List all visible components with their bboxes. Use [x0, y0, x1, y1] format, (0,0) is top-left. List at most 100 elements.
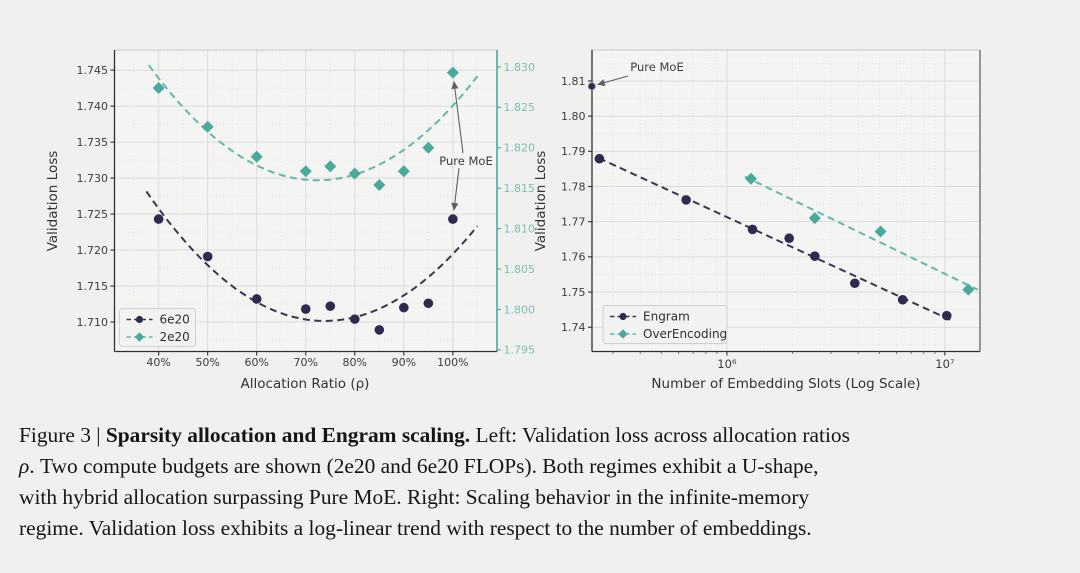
point-6e20: [374, 325, 385, 335]
point-2e20: [324, 160, 337, 173]
left-chart: 40% 50% 60% 70% 80% 90% 100% 1.710 1.715 1.720 1.7…: [77, 49, 536, 369]
caption-text-segment: with hybrid allocation surpassing Pure M…: [19, 485, 810, 509]
point-2e20: [152, 81, 165, 94]
x-tick-label: 40%: [146, 356, 170, 369]
legend-label: Engram: [643, 310, 690, 324]
caption-text-segment: ρ: [19, 454, 30, 478]
caption-line-3: with hybrid allocation surpassing Pure M…: [19, 482, 1064, 513]
point-6e20: [423, 298, 434, 309]
y-tick-label: 1.80: [561, 110, 586, 123]
right-chart: 10⁶ 10⁷ 1.74 1.75 1.76 1.77 1.78 1.79 1.80 1.81 En…: [561, 49, 981, 371]
y-tick-label-right: 1.800: [504, 303, 536, 316]
y-tick-label-right: 1.825: [504, 101, 536, 114]
caption-line-2: ρ. Two compute budgets are shown (2e20 a…: [19, 451, 1064, 482]
x-tick-label: 100%: [437, 356, 468, 369]
point-2e20: [397, 165, 410, 178]
annotation-arrow: [451, 167, 460, 211]
fit-line-OverEncoding: [744, 175, 979, 291]
x-tick-label: 10⁶: [717, 357, 737, 371]
figure-charts: 40% 50% 60% 70% 80% 90% 100% 1.710 1.715 1.720 1.7…: [45, 49, 981, 392]
y-tick-label-right: 1.805: [504, 263, 536, 276]
right-chart-x-axis-label: Number of Embedding Slots (Log Scale): [651, 376, 920, 392]
point-OverEncoding: [874, 225, 887, 238]
legend-label: 2e20: [160, 330, 190, 344]
point-6e20: [202, 251, 213, 262]
point-2e20: [250, 150, 263, 163]
y-tick-label-right: 1.795: [504, 344, 536, 357]
point-6e20: [399, 302, 409, 313]
right-chart-y-axis-label: Validation Loss: [533, 151, 549, 252]
y-tick-label-left: 1.745: [77, 64, 109, 77]
legend-marker-Engram: [619, 312, 627, 321]
legend-marker-2e20: [134, 332, 145, 342]
series-OverEncoding: [744, 172, 979, 296]
caption-text-segment: regime. Validation loss exhibits a log-l…: [19, 516, 812, 540]
y-tick-label-left: 1.720: [77, 244, 109, 257]
y-tick-label: 1.77: [561, 215, 586, 228]
caption-text-segment: Sparsity allocation and Engram scaling.: [105, 423, 471, 447]
y-tick-label: 1.74: [561, 321, 586, 334]
point-OverEncoding: [808, 212, 821, 225]
point-Engram: [594, 153, 605, 164]
point-2e20: [201, 120, 214, 133]
x-tick-label: 50%: [195, 356, 219, 369]
left-chart-x-axis-label: Allocation Ratio (ρ): [241, 376, 370, 392]
point-2e20: [299, 165, 312, 178]
legend-label: OverEncoding: [643, 327, 727, 341]
annotation-pure-moe: Pure MoE: [439, 81, 493, 211]
caption-text-segment: Left: Validation loss across allocation …: [470, 423, 850, 447]
x-tick-label: 10⁷: [935, 357, 955, 371]
point-6e20: [448, 214, 458, 224]
grid: [114, 50, 497, 352]
grid: [592, 50, 980, 352]
point-6e20: [300, 304, 311, 314]
x-tick-label: 60%: [244, 356, 268, 369]
plot-area: [592, 50, 980, 352]
caption-text-segment: Figure 3 |: [19, 423, 106, 447]
y-tick-label-right: 1.815: [504, 182, 536, 195]
axes: 10⁶ 10⁷ 1.74 1.75 1.76 1.77 1.78 1.79 1.80 1.81: [561, 75, 955, 371]
pure-moe-point: [587, 82, 596, 91]
series-2e20: [147, 64, 479, 191]
annotation-arrow: [597, 75, 629, 87]
fit-line-Engram: [598, 157, 952, 322]
series-6e20: [145, 190, 479, 335]
caption-line-1: Figure 3 | Sparsity allocation and Engra…: [19, 420, 1064, 451]
y-tick-label: 1.79: [561, 145, 586, 158]
annotation-pure-moe: Pure MoE: [597, 60, 684, 87]
y-tick-label-left: 1.740: [77, 100, 109, 113]
point-Engram: [681, 195, 691, 205]
caption-line-4: regime. Validation loss exhibits a log-l…: [19, 513, 1064, 544]
annotation-text: Pure MoE: [630, 60, 683, 74]
y-tick-label-right: 1.820: [504, 142, 536, 155]
y-tick-label-left: 1.725: [77, 208, 109, 221]
axes: 40% 50% 60% 70% 80% 90% 100% 1.710 1.715 1.720 1.7…: [77, 61, 536, 369]
point-Engram: [941, 310, 952, 321]
annotation-text: Pure MoE: [439, 154, 492, 168]
fit-curve-6e20: [145, 190, 479, 322]
y-tick-label: 1.76: [561, 251, 586, 264]
y-tick-label: 1.81: [561, 75, 586, 88]
point-Engram: [784, 233, 794, 244]
series-Engram: [594, 153, 952, 322]
point-2e20: [348, 167, 361, 180]
point-6e20: [349, 314, 360, 324]
left-chart-y-axis-label: Validation Loss: [45, 151, 61, 252]
legend-marker-OverEncoding: [618, 329, 628, 339]
y-tick-label-right: 1.810: [504, 222, 536, 235]
point-OverEncoding: [962, 283, 975, 296]
y-tick-label-left: 1.715: [77, 280, 109, 293]
point-6e20: [325, 301, 336, 311]
legend-label: 6e20: [160, 313, 190, 327]
point-2e20: [422, 141, 435, 154]
point-6e20: [153, 214, 164, 224]
point-OverEncoding: [745, 172, 758, 185]
point-Engram: [849, 278, 860, 289]
point-2e20: [446, 66, 459, 79]
caption-text-segment: . Two compute budgets are shown (2e20 an…: [29, 454, 819, 478]
y-tick-label: 1.75: [561, 286, 586, 299]
y-tick-label-left: 1.730: [77, 172, 109, 185]
point-Engram: [747, 224, 758, 235]
figure-caption: Figure 3 | Sparsity allocation and Engra…: [19, 420, 1064, 544]
